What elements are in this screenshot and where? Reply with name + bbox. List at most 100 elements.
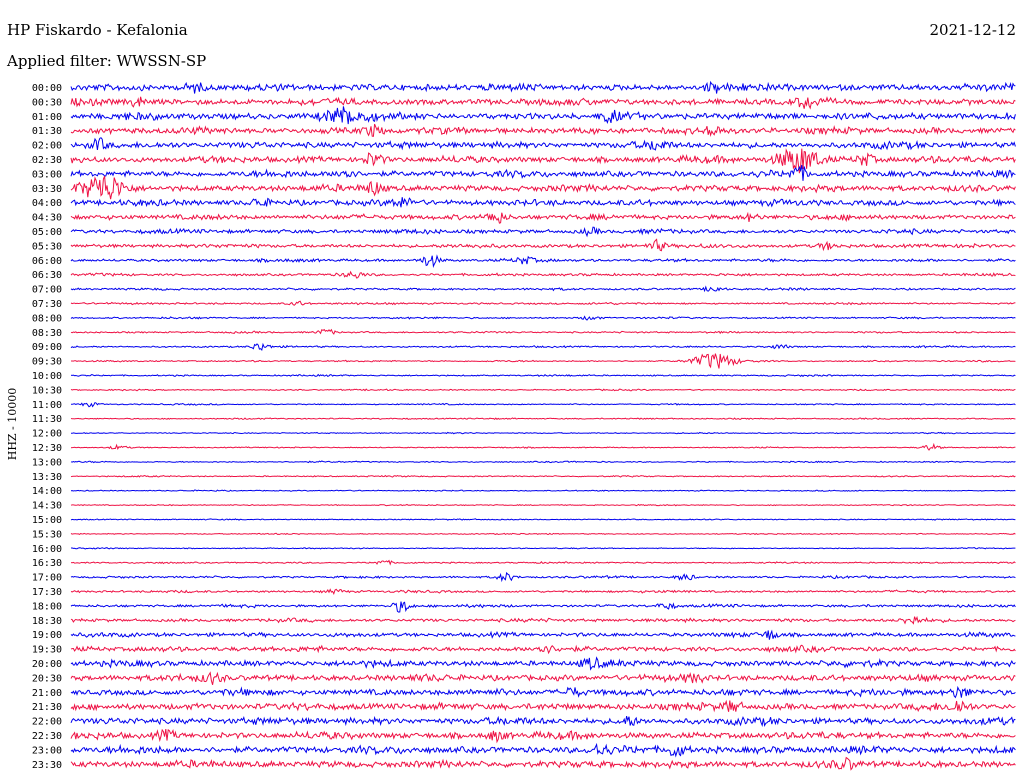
tick-label: 04:30 — [32, 213, 62, 224]
tick-label: 11:30 — [32, 414, 62, 425]
trace-row — [70, 756, 1016, 771]
tick-label: 18:00 — [32, 601, 62, 612]
tick-label: 16:30 — [32, 558, 62, 569]
tick-label: 20:30 — [32, 673, 62, 684]
tick-label: 12:00 — [32, 429, 62, 440]
applied-filter: Applied filter: WWSSN-SP — [6, 52, 206, 70]
trace-row — [70, 671, 1016, 685]
tick-label: 19:00 — [32, 630, 62, 641]
chart-date: 2021-12-12 — [930, 21, 1016, 39]
trace-row — [71, 431, 1016, 435]
tick-label: 23:30 — [32, 760, 62, 771]
trace-row — [70, 123, 1016, 138]
tick-label: 13:30 — [32, 472, 62, 483]
tick-label: 02:00 — [32, 141, 62, 152]
tick-label: 06:30 — [32, 270, 62, 281]
trace-row — [70, 300, 1016, 306]
tick-label: 14:30 — [32, 501, 62, 512]
trace-row — [70, 601, 1016, 613]
tick-label: 11:00 — [32, 400, 62, 411]
trace-row — [70, 629, 1016, 640]
tick-label: 15:00 — [32, 515, 62, 526]
trace-row — [70, 328, 1016, 335]
tick-label: 23:00 — [32, 745, 62, 756]
trace-row — [70, 417, 1016, 420]
trace-row — [70, 137, 1016, 151]
trace-row — [70, 106, 1016, 125]
channel-axis-label: HHZ - 10000 — [6, 388, 19, 461]
trace-row — [70, 226, 1016, 238]
trace-row — [70, 442, 1016, 451]
tick-label: 17:00 — [32, 573, 62, 584]
trace-row — [70, 373, 1016, 378]
trace-row — [70, 518, 1016, 521]
tick-label: 14:00 — [32, 486, 62, 497]
trace-row — [70, 685, 1016, 699]
time-tick-labels: 00:00 00:30 01:00 01:30 02:00 02:30 03:00 03:30… — [32, 83, 62, 771]
trace-row — [70, 401, 1016, 408]
tick-label: 07:30 — [32, 299, 62, 310]
trace-row — [70, 728, 1016, 744]
tick-label: 22:00 — [32, 717, 62, 728]
trace-row — [70, 96, 1016, 110]
tick-label: 10:00 — [32, 371, 62, 382]
tick-label: 07:00 — [32, 285, 62, 296]
tick-label: 06:00 — [32, 256, 62, 267]
station-title: HP Fiskardo - Kefalonia — [7, 21, 188, 39]
tick-label: 21:30 — [32, 702, 62, 713]
trace-row — [70, 489, 1016, 492]
trace-row — [70, 656, 1016, 671]
tick-label: 20:00 — [32, 659, 62, 670]
trace-row — [70, 388, 1016, 392]
tick-label: 05:00 — [32, 227, 62, 238]
trace-row — [70, 699, 1016, 713]
tick-label: 08:30 — [32, 328, 62, 339]
tick-label: 13:00 — [32, 457, 62, 468]
tick-label: 09:00 — [32, 342, 62, 353]
tick-label: 18:30 — [32, 616, 62, 627]
tick-label: 21:00 — [32, 688, 62, 699]
tick-label: 09:30 — [32, 357, 62, 368]
tick-label: 16:00 — [32, 544, 62, 555]
trace-row — [70, 615, 1016, 625]
trace-row — [70, 315, 1016, 321]
tick-label: 15:30 — [32, 529, 62, 540]
trace-row — [70, 532, 1016, 536]
trace-row — [70, 176, 1016, 200]
tick-label: 10:30 — [32, 385, 62, 396]
seismic-traces — [70, 80, 1016, 771]
trace-row — [70, 197, 1016, 208]
tick-label: 17:30 — [32, 587, 62, 598]
tick-label: 00:30 — [32, 97, 62, 108]
tick-label: 04:00 — [32, 198, 62, 209]
tick-label: 01:00 — [32, 112, 62, 123]
trace-row — [71, 353, 1016, 369]
tick-label: 05:30 — [32, 241, 62, 252]
trace-row — [70, 254, 1016, 269]
trace-row — [70, 460, 1016, 464]
tick-label: 19:30 — [32, 645, 62, 656]
tick-label: 02:30 — [32, 155, 62, 166]
trace-row — [70, 164, 1016, 181]
trace-row — [70, 715, 1016, 728]
trace-row — [70, 503, 1016, 507]
trace-row — [70, 80, 1016, 94]
trace-row — [70, 342, 1016, 352]
tick-label: 22:30 — [32, 731, 62, 742]
trace-row — [70, 211, 1016, 224]
trace-row — [70, 474, 1016, 478]
tick-label: 08:00 — [32, 313, 62, 324]
trace-row — [70, 571, 1016, 583]
tick-label: 01:30 — [32, 126, 62, 137]
tick-label: 12:30 — [32, 443, 62, 454]
trace-row — [71, 547, 1016, 550]
trace-row — [70, 742, 1016, 758]
tick-label: 03:30 — [32, 184, 62, 195]
trace-row — [70, 559, 1016, 566]
trace-row — [70, 148, 1016, 174]
tick-label: 03:00 — [32, 169, 62, 180]
trace-row — [70, 644, 1016, 655]
tick-label: 00:00 — [32, 83, 62, 94]
trace-row — [70, 238, 1016, 252]
